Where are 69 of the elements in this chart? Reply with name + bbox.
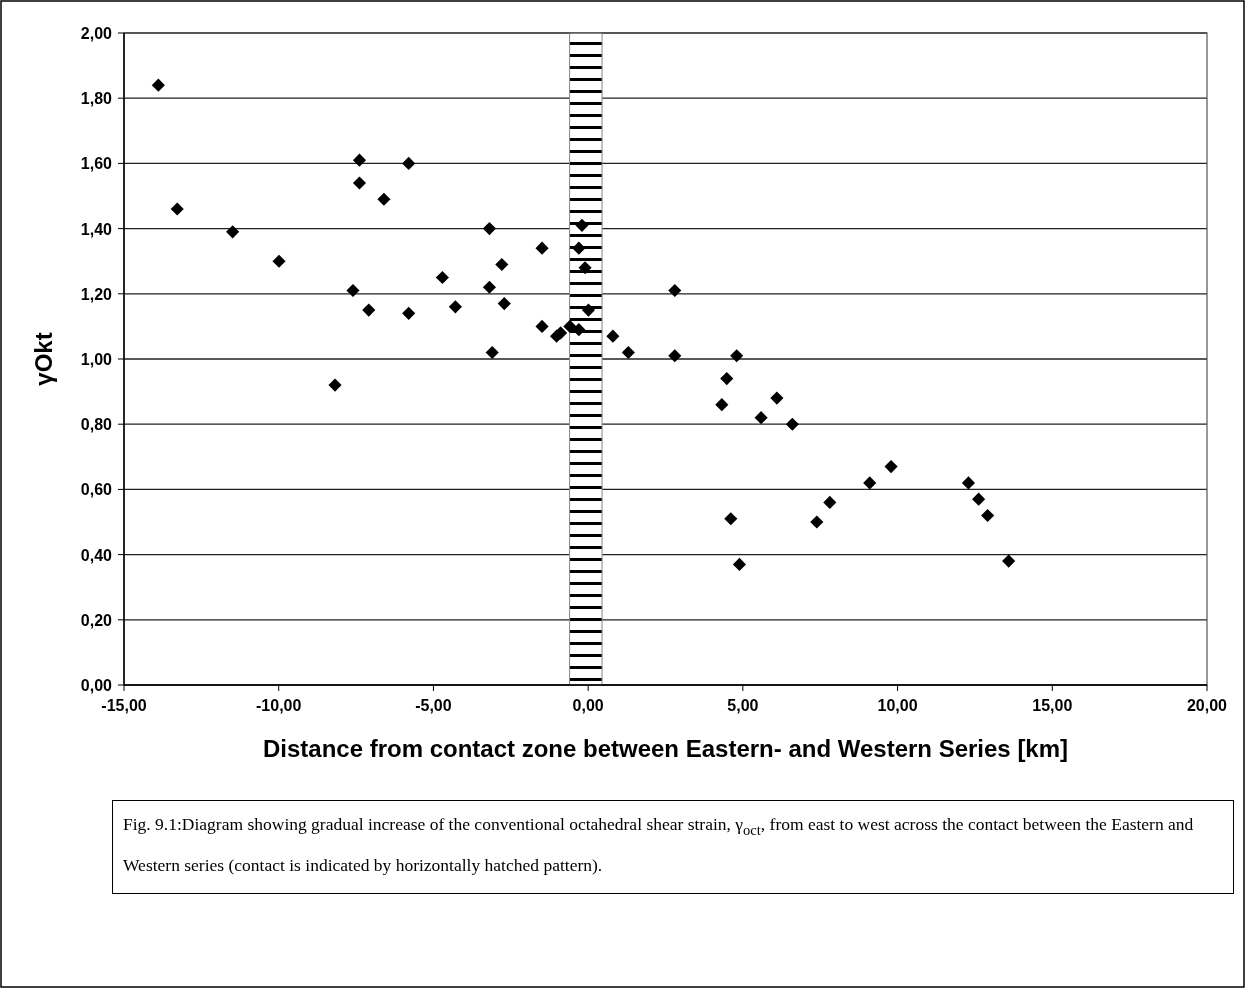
point	[482, 280, 496, 294]
point	[535, 319, 549, 333]
point	[497, 297, 511, 311]
point	[785, 417, 799, 431]
y-tick-label: 1,20	[80, 285, 113, 303]
point	[1002, 554, 1016, 568]
point	[272, 254, 286, 268]
point	[961, 476, 975, 490]
point	[346, 283, 360, 298]
x-tick-label: -5,00	[415, 697, 452, 714]
point	[435, 270, 449, 285]
point	[724, 512, 738, 526]
point	[730, 349, 744, 363]
point	[402, 306, 416, 320]
point	[581, 303, 596, 317]
point	[621, 345, 635, 360]
x-tick-label: -15,00	[101, 697, 147, 714]
point	[668, 349, 682, 363]
point	[606, 329, 620, 343]
x-tick-label: 20,00	[1186, 697, 1228, 714]
point	[715, 398, 729, 412]
text: Fig. 9.1:Diagram showing gradual increase of the conventional octahedral shear strain, γ$_{oct}$, from east to west across the contact between the Eastern and Western series (contact is indicated by horizontally hatched pattern).	[123, 814, 1194, 875]
point	[823, 495, 837, 510]
point	[770, 391, 784, 405]
point	[535, 241, 549, 255]
point	[810, 515, 824, 529]
y-tick-label: 1,00	[80, 351, 113, 368]
point	[485, 345, 499, 360]
y-tick-label: 1,80	[80, 90, 113, 108]
x-tick-label: 5,00	[727, 697, 759, 714]
point	[352, 153, 367, 167]
point	[170, 202, 184, 216]
point	[884, 460, 898, 474]
point	[448, 300, 462, 314]
y-tick-label: 1,60	[80, 155, 113, 173]
x-tick-label: 0,00	[572, 697, 604, 714]
point	[572, 323, 586, 337]
point	[226, 225, 240, 239]
point	[352, 176, 367, 190]
point	[578, 261, 592, 275]
y-tick-label: 0,40	[80, 546, 113, 564]
point	[563, 319, 577, 333]
point	[482, 222, 496, 236]
point	[151, 78, 165, 92]
x-tick-label: -10,00	[256, 697, 302, 714]
x-axis-title: Distance from contact zone between Eastern- and Western Series [km]	[262, 735, 1069, 762]
y-tick-label: 0,00	[80, 677, 113, 694]
x-tick-label: 15,00	[1032, 697, 1073, 714]
point	[720, 371, 734, 386]
y-tick-label: 0,60	[80, 481, 113, 499]
point	[972, 492, 986, 506]
point	[732, 557, 747, 571]
y-axis-title: γOkt	[30, 332, 57, 386]
point	[377, 192, 391, 206]
y-tick-label: 0,20	[80, 611, 113, 629]
y-tick-label: 1,40	[80, 220, 113, 238]
point	[575, 218, 589, 232]
y-tick-label: 2,00	[80, 25, 113, 42]
point	[362, 303, 376, 317]
x-tick-label: 10,00	[877, 697, 918, 714]
point	[754, 411, 768, 425]
point	[328, 378, 342, 392]
point	[981, 508, 995, 523]
point	[668, 283, 682, 298]
point	[402, 156, 416, 170]
point	[863, 476, 877, 490]
y-tick-label: 0,80	[80, 416, 113, 434]
point	[495, 257, 509, 272]
point	[572, 241, 586, 255]
